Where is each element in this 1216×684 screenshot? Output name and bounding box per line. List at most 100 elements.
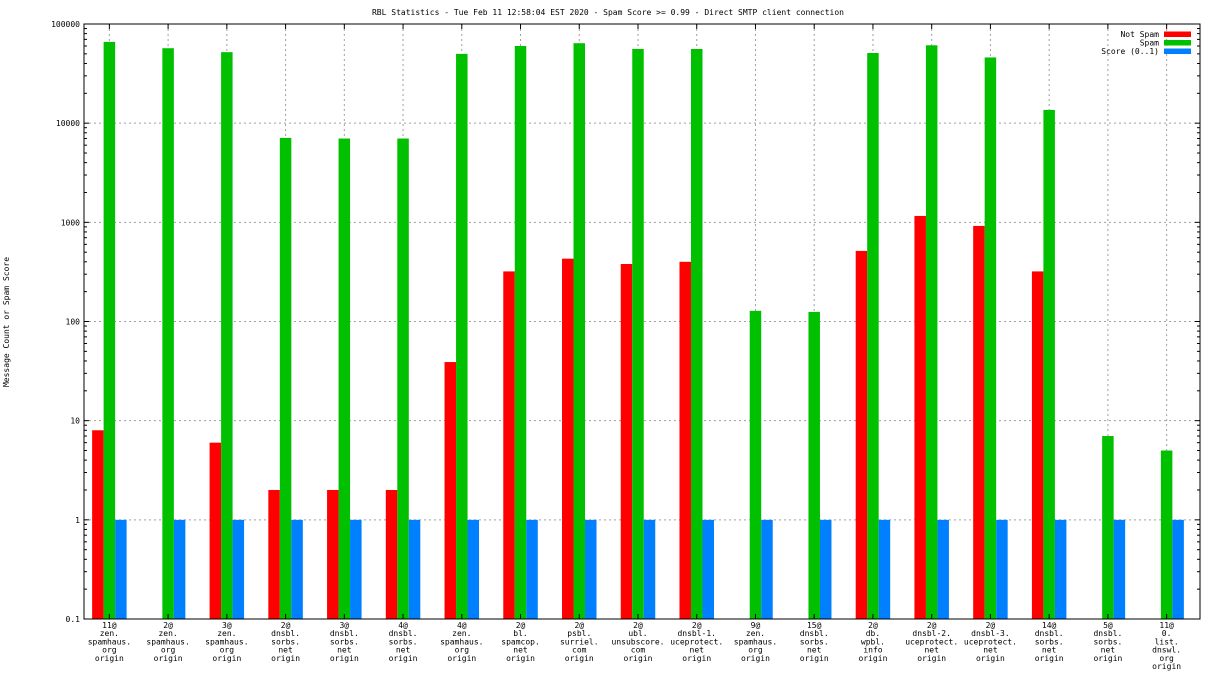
bar-not-spam bbox=[914, 215, 926, 619]
bar-spam bbox=[1043, 109, 1055, 619]
y-tick-label: 0.1 bbox=[66, 615, 81, 624]
bar-score bbox=[643, 519, 656, 619]
x-tick-label-line: origin bbox=[212, 654, 241, 663]
x-tick-label: 4@ zen. spamhaus. org origin bbox=[440, 621, 483, 663]
x-tick-label-line: net bbox=[1042, 646, 1057, 655]
x-tick-label-line: 2@ bbox=[986, 621, 996, 630]
x-tick-label-line: 2@ bbox=[163, 621, 173, 630]
x-tick-label-line: 14@ bbox=[1042, 621, 1057, 630]
x-tick-label-line: origin bbox=[624, 654, 653, 663]
x-tick-label-line: origin bbox=[95, 654, 124, 663]
x-tick-label-line: net bbox=[807, 646, 822, 655]
x-tick-label: 5@ dnsbl. sorbs. net origin bbox=[1093, 621, 1122, 663]
bar-spam bbox=[690, 48, 703, 619]
bar-score bbox=[996, 519, 1008, 619]
bar-score bbox=[350, 519, 362, 619]
x-tick-label-line: sorbs. bbox=[1035, 637, 1064, 646]
bar-score bbox=[878, 519, 891, 619]
x-tick-label: 9@ zen. spamhaus. org origin bbox=[734, 621, 777, 663]
x-tick-label-line: origin bbox=[741, 654, 770, 663]
bar-score bbox=[1054, 519, 1067, 619]
x-tick-label-line: origin bbox=[976, 654, 1005, 663]
x-tick-label-line: origin bbox=[858, 654, 887, 663]
x-tick-label-line: origin bbox=[271, 654, 300, 663]
x-tick-label-line: dnsbl. bbox=[1093, 629, 1122, 638]
bar-spam bbox=[221, 52, 233, 619]
x-tick-label-line: origin bbox=[330, 654, 359, 663]
x-tick-label-line: sorbs. bbox=[1093, 637, 1122, 646]
bar-spam bbox=[925, 45, 938, 619]
x-tick-label: 2@ db. wpbl. info origin bbox=[858, 621, 887, 663]
x-tick-label-line: dnsbl. bbox=[800, 629, 829, 638]
x-tick-label-line: origin bbox=[506, 654, 535, 663]
x-tick-label-line: net bbox=[396, 646, 411, 655]
y-tick-label: 10 bbox=[70, 417, 80, 426]
bar-score bbox=[173, 519, 186, 619]
x-tick-label-line: org bbox=[161, 646, 176, 655]
bar-not-spam bbox=[503, 271, 515, 619]
x-tick-label-line: dnsbl-2. bbox=[912, 629, 951, 638]
legend-swatch bbox=[1164, 40, 1191, 46]
x-tick-label-line: net bbox=[690, 646, 705, 655]
bar-not-spam bbox=[209, 442, 222, 619]
bar-score bbox=[1172, 519, 1184, 619]
x-tick-label: 3@ zen. spamhaus. org origin bbox=[205, 621, 248, 663]
x-tick-label: 2@ dnsbl-1. uceprotect. net origin bbox=[670, 621, 723, 663]
x-tick-label-line: wpbl. bbox=[861, 637, 885, 646]
x-tick-label-line: 3@ bbox=[339, 621, 349, 630]
x-tick-label-line: uceprotect. bbox=[905, 637, 958, 646]
x-tick-label-line: net bbox=[983, 646, 998, 655]
x-tick-label: 3@ dnsbl. sorbs. net origin bbox=[330, 621, 359, 663]
x-tick-label-line: com bbox=[572, 646, 587, 655]
x-tick-label-line: zen. bbox=[100, 629, 119, 638]
x-tick-label-line: surriel. bbox=[560, 637, 599, 646]
x-tick-label-line: db. bbox=[866, 629, 880, 638]
x-tick-label-line: 2@ bbox=[281, 621, 291, 630]
x-tick-label-line: com bbox=[631, 646, 646, 655]
bar-not-spam bbox=[385, 489, 398, 619]
x-tick-label-line: 15@ bbox=[807, 621, 822, 630]
bar-spam bbox=[867, 52, 879, 620]
y-tick-label: 10000 bbox=[56, 119, 80, 128]
bar-not-spam bbox=[620, 264, 633, 619]
x-tick-label-line: spamhaus. bbox=[88, 637, 131, 646]
bar-spam bbox=[749, 310, 762, 619]
x-tick-label-line: 11@ bbox=[1159, 621, 1174, 630]
x-tick-label-line: dnsbl. bbox=[330, 629, 359, 638]
bar-not-spam bbox=[973, 225, 985, 619]
x-tick-label-line: psbl. bbox=[567, 629, 591, 638]
x-tick-label-line: origin bbox=[1035, 654, 1064, 663]
x-tick-label-line: info bbox=[863, 646, 882, 655]
x-tick-label-line: org bbox=[220, 646, 235, 655]
plot-frame bbox=[83, 23, 1201, 620]
x-tick-label-line: 3@ bbox=[222, 621, 232, 630]
x-tick-label: 2@ zen. spamhaus. org origin bbox=[146, 621, 189, 663]
bar-spam bbox=[1102, 436, 1114, 619]
x-tick-label: 4@ dnsbl. sorbs. net origin bbox=[389, 621, 418, 663]
x-tick-label-line: zen. bbox=[217, 629, 236, 638]
bar-spam bbox=[397, 138, 409, 619]
bar-score bbox=[408, 519, 421, 619]
x-tick-label: 2@ dnsbl. sorbs. net origin bbox=[271, 621, 300, 663]
x-tick-label-line: origin bbox=[917, 654, 946, 663]
x-tick-label-line: list. bbox=[1155, 637, 1179, 646]
x-tick-label-line: origin bbox=[154, 654, 183, 663]
bar-score bbox=[761, 519, 773, 619]
bar-score bbox=[115, 519, 127, 619]
x-tick-label-line: net bbox=[513, 646, 528, 655]
x-tick-label-line: spamhaus. bbox=[440, 637, 483, 646]
x-tick-label-line: dnsbl. bbox=[1035, 629, 1064, 638]
bar-not-spam bbox=[679, 261, 691, 619]
bar-score bbox=[937, 519, 949, 619]
x-tick-label-line: sorbs. bbox=[330, 637, 359, 646]
bar-not-spam bbox=[444, 362, 457, 619]
legend-label: Not Spam bbox=[1120, 30, 1159, 39]
x-tick-label-line: uceprotect. bbox=[964, 637, 1017, 646]
x-tick-label-line: dnsbl. bbox=[389, 629, 418, 638]
x-tick-label-line: sorbs. bbox=[389, 637, 418, 646]
x-tick-label-line: spamhaus. bbox=[146, 637, 189, 646]
bar-not-spam bbox=[562, 258, 574, 619]
x-tick-label-line: net bbox=[924, 646, 939, 655]
chart-title: RBL Statistics - Tue Feb 11 12:58:04 EST… bbox=[372, 8, 844, 17]
